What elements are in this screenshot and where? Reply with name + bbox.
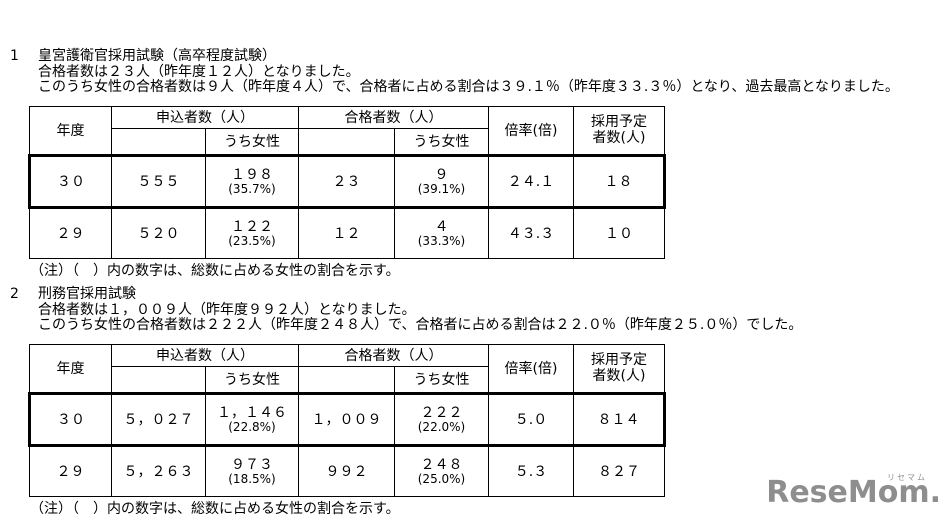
cell-passers-female: ９ (39.1%) <box>394 153 489 209</box>
resemom-logo-text: ReseMom. <box>766 475 941 510</box>
cell-applicants: ５５５ <box>111 153 206 209</box>
paragraph-line: このうち女性の合格者数は９人（昨年度４人）で、合格者に占める割合は３９.１％（昨… <box>38 79 899 95</box>
cell-value: １，１４６ <box>217 404 287 421</box>
cell-value: ９７３ <box>231 456 273 473</box>
col-header-planned: 採用予定 者数(人) <box>573 105 665 156</box>
cell-year: ３０ <box>28 153 112 209</box>
col-header-ratio: 倍率(倍) <box>488 105 574 156</box>
col-header-planned-line2: 者数(人) <box>592 130 646 146</box>
table-row-h30: ３０ ５，０２７ １，１４６ (22.8%) １，００９ ２２２ (22.0%)… <box>28 391 666 447</box>
cell-applicants: ５，２６３ <box>111 444 206 497</box>
cell-ratio: ５.０ <box>488 391 574 447</box>
table-note: （注）（ ）内の数字は、総数に占める女性の割合を示す。 <box>30 500 400 517</box>
cell-ratio: ２４.１ <box>488 153 574 209</box>
col-header-planned-line1: 採用予定 <box>591 114 647 130</box>
results-table-1: 年度 申込者数（人） 合格者数（人） 倍率(倍) 採用予定 者数(人) うち女性… <box>28 105 666 259</box>
col-subheader-applicants-female: うち女性 <box>205 127 299 156</box>
cell-year: ２９ <box>29 444 112 497</box>
cell-percent: (22.0%) <box>417 419 466 434</box>
section-heading: 1 皇宮護衛官採用試験（高卒程度試験） <box>10 48 899 65</box>
cell-ratio: ４３.３ <box>488 206 574 259</box>
col-header-passers: 合格者数（人） <box>298 343 489 367</box>
col-header-applicants: 申込者数（人） <box>111 105 299 129</box>
cell-planned: １０ <box>573 206 665 259</box>
section-number: 2 <box>10 286 19 302</box>
table-note: （注）（ ）内の数字は、総数に占める女性の割合を示す。 <box>30 262 400 279</box>
empty-subheader-cell <box>298 365 395 394</box>
empty-subheader-cell <box>111 127 206 156</box>
table-row-h29: ２９ ５２０ １２２ (23.5%) １２ ４ (33.3%) ４３.３ １０ <box>29 206 665 259</box>
col-header-year: 年度 <box>29 105 112 156</box>
cell-year: ２９ <box>29 206 112 259</box>
cell-value: ９ <box>434 166 449 183</box>
cell-passers: １，００９ <box>298 391 395 447</box>
cell-value: ２２２ <box>420 404 463 421</box>
section-number: 1 <box>10 48 19 64</box>
cell-applicants-female: ９７３ (18.5%) <box>205 444 299 497</box>
cell-applicants-female: １，１４６ (22.8%) <box>205 391 299 447</box>
col-subheader-passers-female: うち女性 <box>394 365 489 394</box>
col-subheader-passers-female: うち女性 <box>394 127 489 156</box>
cell-planned: ８１４ <box>573 391 666 447</box>
resemom-logo-kana: リセマム <box>887 473 927 482</box>
cell-value: ２４８ <box>420 456 463 473</box>
cell-passers-female: ２４８ (25.0%) <box>394 444 489 497</box>
cell-percent: (25.0%) <box>417 471 466 486</box>
paragraph-line: このうち女性の合格者数は２２２人（昨年度２４８人）で、合格者に占める割合は２２.… <box>38 317 803 333</box>
col-header-planned-line1: 採用予定 <box>591 352 647 368</box>
cell-percent: (18.5%) <box>228 471 276 486</box>
table-row-h30: ３０ ５５５ １９８ (35.7%) ２３ ９ (39.1%) ２４.１ １８ <box>28 153 666 209</box>
empty-subheader-cell <box>298 127 395 156</box>
cell-applicants: ５２０ <box>111 206 206 259</box>
cell-applicants-female: １２２ (23.5%) <box>205 206 299 259</box>
cell-value: １２２ <box>231 218 273 235</box>
cell-percent: (23.5%) <box>228 233 276 248</box>
col-header-planned-line2: 者数(人) <box>592 368 646 384</box>
section-heading: 2 刑務官採用試験 <box>10 286 802 303</box>
cell-passers-female: ２２２ (22.0%) <box>394 391 489 447</box>
cell-value: １９８ <box>231 166 273 183</box>
section-2: 2 刑務官採用試験 合格者数は１，００９人（昨年度９９２人）となりました。 この… <box>10 286 803 517</box>
cell-percent: (35.7%) <box>228 181 276 196</box>
cell-ratio: ５.３ <box>488 444 574 497</box>
col-header-applicants: 申込者数（人） <box>111 343 299 367</box>
cell-planned: １８ <box>573 153 666 209</box>
cell-passers: ９９２ <box>298 444 395 497</box>
section-1: 1 皇宮護衛官採用試験（高卒程度試験） 合格者数は２３人（昨年度１２人）となりま… <box>10 48 899 279</box>
table-row-h29: ２９ ５，２６３ ９７３ (18.5%) ９９２ ２４８ (25.0%) ５.３… <box>29 444 665 497</box>
col-header-ratio: 倍率(倍) <box>488 343 574 394</box>
cell-year: ３０ <box>28 391 112 447</box>
cell-planned: ８２７ <box>573 444 665 497</box>
section-title: 刑務官採用試験 <box>38 286 136 302</box>
cell-applicants-female: １９８ (35.7%) <box>205 153 299 209</box>
cell-passers: １２ <box>298 206 395 259</box>
col-header-year: 年度 <box>29 343 112 394</box>
empty-subheader-cell <box>111 365 206 394</box>
cell-passers: ２３ <box>298 153 395 209</box>
paragraph-line: 合格者数は１，００９人（昨年度９９２人）となりました。 <box>38 301 416 318</box>
cell-percent: (33.3%) <box>417 233 466 248</box>
cell-passers-female: ４ (33.3%) <box>394 206 489 259</box>
col-subheader-applicants-female: うち女性 <box>205 365 299 394</box>
cell-percent: (22.8%) <box>228 419 276 434</box>
section-title: 皇宮護衛官採用試験（高卒程度試験） <box>38 48 276 64</box>
paragraph-line: 合格者数は２３人（昨年度１２人）となりました。 <box>38 63 360 80</box>
col-header-planned: 採用予定 者数(人) <box>573 343 665 394</box>
cell-percent: (39.1%) <box>417 181 466 196</box>
cell-value: ４ <box>434 218 449 235</box>
resemom-logo: ReseMom. リセマム <box>766 474 941 510</box>
results-table-2: 年度 申込者数（人） 合格者数（人） 倍率(倍) 採用予定 者数(人) うち女性… <box>28 343 666 497</box>
col-header-passers: 合格者数（人） <box>298 105 489 129</box>
cell-applicants: ５，０２７ <box>111 391 206 447</box>
